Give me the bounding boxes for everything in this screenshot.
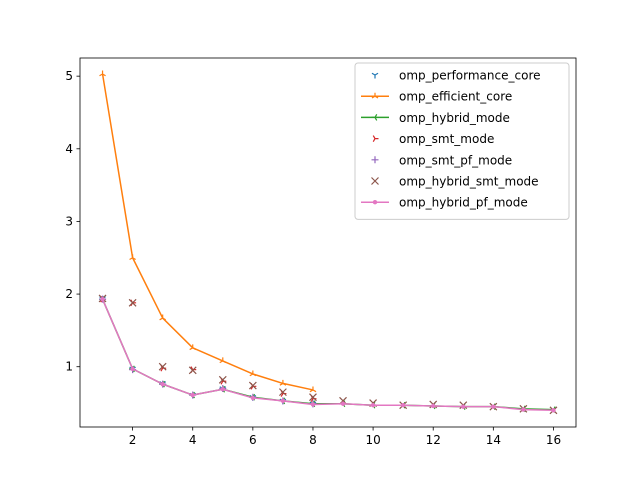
data-point [220,387,225,392]
data-point [249,370,257,377]
data-point [100,296,105,302]
legend-marker [371,177,379,185]
data-point [280,398,286,404]
data-point [521,407,526,412]
legend-label: omp_efficient_core [399,90,512,104]
x-tick-label: 6 [249,433,257,447]
data-point [129,254,136,261]
data-point [551,408,556,413]
data-point [190,392,195,398]
data-point [218,375,227,384]
data-point [158,362,167,371]
data-point [128,298,137,307]
legend-entry: omp_performance_core [371,69,541,83]
legend: omp_performance_core omp_efficient_coreom… [354,62,570,220]
x-tick-label: 16 [546,433,561,447]
y-tick-label: 4 [65,142,73,156]
data-point [250,395,256,401]
data-point [159,314,167,321]
x-tick-label: 10 [365,433,380,447]
series-line-omp_hybrid_pf_mode [101,298,554,412]
legend-entry: omp_hybrid_smt_mode [371,175,539,189]
legend-label: omp_hybrid_smt_mode [399,175,539,189]
legend-label: omp_smt_mode [399,132,494,146]
x-tick-label: 12 [426,433,441,447]
y-tick-label: 2 [65,287,73,301]
y-tick-label: 5 [65,69,73,83]
legend-label: omp_hybrid_pf_mode [399,196,528,210]
data-point [461,404,466,409]
data-point [160,381,165,387]
legend-marker [372,135,379,142]
x-tick-label: 8 [309,433,317,447]
data-point [248,381,257,390]
data-point [309,393,317,402]
data-point [279,379,287,386]
legend-label: omp_hybrid_mode [399,111,510,125]
legend-entry: omp_hybrid_pf_mode [361,196,528,210]
y-tick-label: 1 [65,360,73,374]
legend-box [354,62,570,220]
data-point [188,366,197,375]
plot-area [98,70,558,415]
data-point [340,401,346,406]
series-line-omp_efficient_core [101,73,314,391]
data-point [189,344,197,351]
data-point [370,403,376,408]
x-tick-label: 4 [189,433,197,447]
data-point [400,403,406,408]
legend-entry: omp_hybrid_mode [361,111,510,125]
data-point [431,403,436,409]
legend-entry: omp_smt_mode [372,132,494,146]
legend-entry: omp_smt_pf_mode [371,153,512,167]
data-point [491,404,496,409]
series-omp_efficient_core [99,70,317,393]
legend-entry: omp_efficient_core [361,90,512,104]
legend-label: omp_smt_pf_mode [399,153,512,167]
data-point [219,357,227,364]
legend-marker [371,72,379,79]
data-point [310,402,316,407]
legend-label: omp_performance_core [399,69,541,83]
legend-marker [371,114,378,121]
y-tick-label: 3 [65,214,73,228]
legend-marker [371,156,379,164]
data-point [278,388,287,397]
series-omp_hybrid_pf_mode [100,296,556,413]
data-point [309,386,317,393]
legend-marker [372,200,378,205]
legend-marker [371,92,379,99]
data-point [99,70,106,77]
data-point [130,366,135,372]
x-tick-label: 14 [486,433,501,447]
axes-frame [79,57,577,428]
x-tick-label: 2 [129,433,137,447]
